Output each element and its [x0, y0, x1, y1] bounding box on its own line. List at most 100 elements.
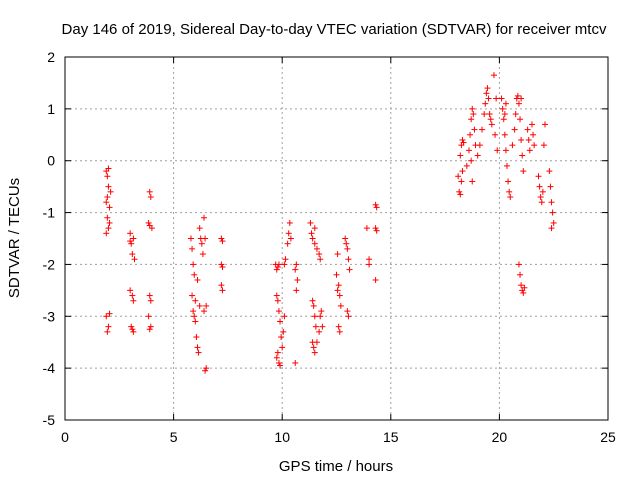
data-point: [342, 235, 349, 242]
data-point: [274, 349, 281, 356]
y-tick-label: -4: [43, 360, 56, 376]
data-point: [278, 334, 285, 341]
data-point: [219, 264, 226, 271]
data-point: [463, 162, 470, 169]
data-point: [550, 219, 557, 226]
data-point: [199, 251, 206, 258]
y-tick-label: 2: [47, 49, 55, 65]
data-point: [311, 349, 318, 356]
data-point: [485, 95, 492, 102]
data-point: [502, 147, 509, 154]
data-point: [198, 240, 205, 247]
data-point: [536, 183, 543, 190]
data-point: [468, 116, 475, 123]
data-point: [487, 116, 494, 123]
x-axis-label: GPS time / hours: [279, 458, 393, 475]
data-point: [501, 131, 508, 138]
data-point: [146, 222, 153, 229]
data-point: [129, 326, 136, 333]
data-point: [107, 188, 114, 195]
data-point: [218, 282, 225, 289]
chart-title: Day 146 of 2019, Sidereal Day-to-day VTE…: [62, 21, 607, 38]
data-point: [504, 162, 511, 169]
x-tick-label: 25: [600, 429, 616, 445]
data-point: [333, 271, 340, 278]
data-point: [518, 282, 525, 289]
data-point: [128, 240, 135, 247]
data-point: [282, 256, 289, 263]
data-point: [196, 302, 203, 309]
x-tick-label: 10: [274, 429, 290, 445]
data-point: [460, 139, 467, 146]
data-point: [456, 188, 463, 195]
data-point: [518, 95, 525, 102]
data-point: [344, 245, 351, 252]
data-point: [273, 354, 280, 361]
data-point: [131, 256, 138, 263]
data-point: [316, 328, 323, 335]
data-point: [468, 157, 475, 164]
x-tick-labels: 0 5 10 15 20 25: [61, 429, 616, 445]
data-point: [203, 302, 210, 309]
data-point: [469, 178, 476, 185]
data-point: [129, 292, 136, 299]
data-point: [345, 256, 352, 263]
data-point: [313, 245, 320, 252]
data-point: [549, 209, 556, 216]
y-tick-label: -2: [43, 256, 56, 272]
data-point: [525, 136, 532, 143]
data-point: [498, 95, 505, 102]
data-point: [372, 201, 379, 208]
data-point: [275, 359, 282, 366]
data-point: [520, 168, 527, 175]
data-point: [274, 297, 281, 304]
data-point: [104, 214, 111, 221]
data-point: [277, 318, 284, 325]
data-point: [317, 256, 324, 263]
data-point: [346, 266, 353, 273]
plot-frame: [64, 56, 609, 421]
data-point: [219, 287, 226, 294]
data-point: [319, 323, 326, 330]
data-point: [547, 183, 554, 190]
data-point: [311, 313, 318, 320]
data-point: [219, 238, 226, 245]
data-point: [103, 230, 110, 237]
data-point: [202, 235, 209, 242]
data-point: [145, 219, 152, 226]
x-tick-label: 0: [61, 429, 69, 445]
data-point: [189, 245, 196, 252]
y-tick-label: 1: [47, 101, 55, 117]
data-point: [515, 261, 522, 268]
data-point: [344, 308, 351, 315]
data-point: [103, 199, 110, 206]
data-point: [106, 219, 113, 226]
data-point: [501, 111, 508, 118]
data-point: [187, 235, 194, 242]
data-point: [307, 219, 314, 226]
data-point: [292, 266, 299, 273]
data-point: [195, 349, 202, 356]
data-point: [192, 318, 199, 325]
data-point: [279, 344, 286, 351]
data-point: [518, 136, 525, 143]
data-point: [310, 344, 317, 351]
data-point: [372, 276, 379, 283]
data-point: [196, 225, 203, 232]
data-point: [372, 225, 379, 232]
data-point: [273, 292, 280, 299]
data-point: [373, 227, 380, 234]
data-point: [507, 194, 514, 201]
data-point: [129, 251, 136, 258]
data-point: [127, 230, 134, 237]
data-point: [292, 359, 299, 366]
data-point: [193, 334, 200, 341]
data-point: [128, 323, 135, 330]
data-point: [281, 313, 288, 320]
data-point: [334, 287, 341, 294]
data-point: [335, 323, 342, 330]
data-point: [313, 339, 320, 346]
data-point: [104, 328, 111, 335]
data-point: [317, 313, 324, 320]
data-point: [191, 271, 198, 278]
